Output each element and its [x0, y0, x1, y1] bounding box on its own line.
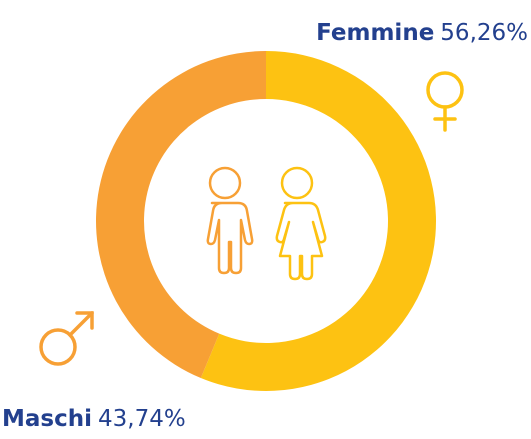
boy-icon	[206, 166, 254, 275]
legend-label: Maschi 43,74%	[2, 406, 186, 432]
legend-label: Femmine 56,26%	[316, 20, 528, 46]
donut-segment	[95, 51, 267, 379]
donut-segment	[200, 51, 436, 391]
value-label: 56,26%	[440, 20, 528, 46]
girl-icon	[275, 166, 327, 281]
male-symbol	[39, 311, 94, 366]
category-name: Maschi	[2, 406, 92, 432]
value-label: 43,74%	[98, 406, 186, 432]
female-symbol	[426, 71, 464, 132]
category-name: Femmine	[316, 20, 434, 46]
